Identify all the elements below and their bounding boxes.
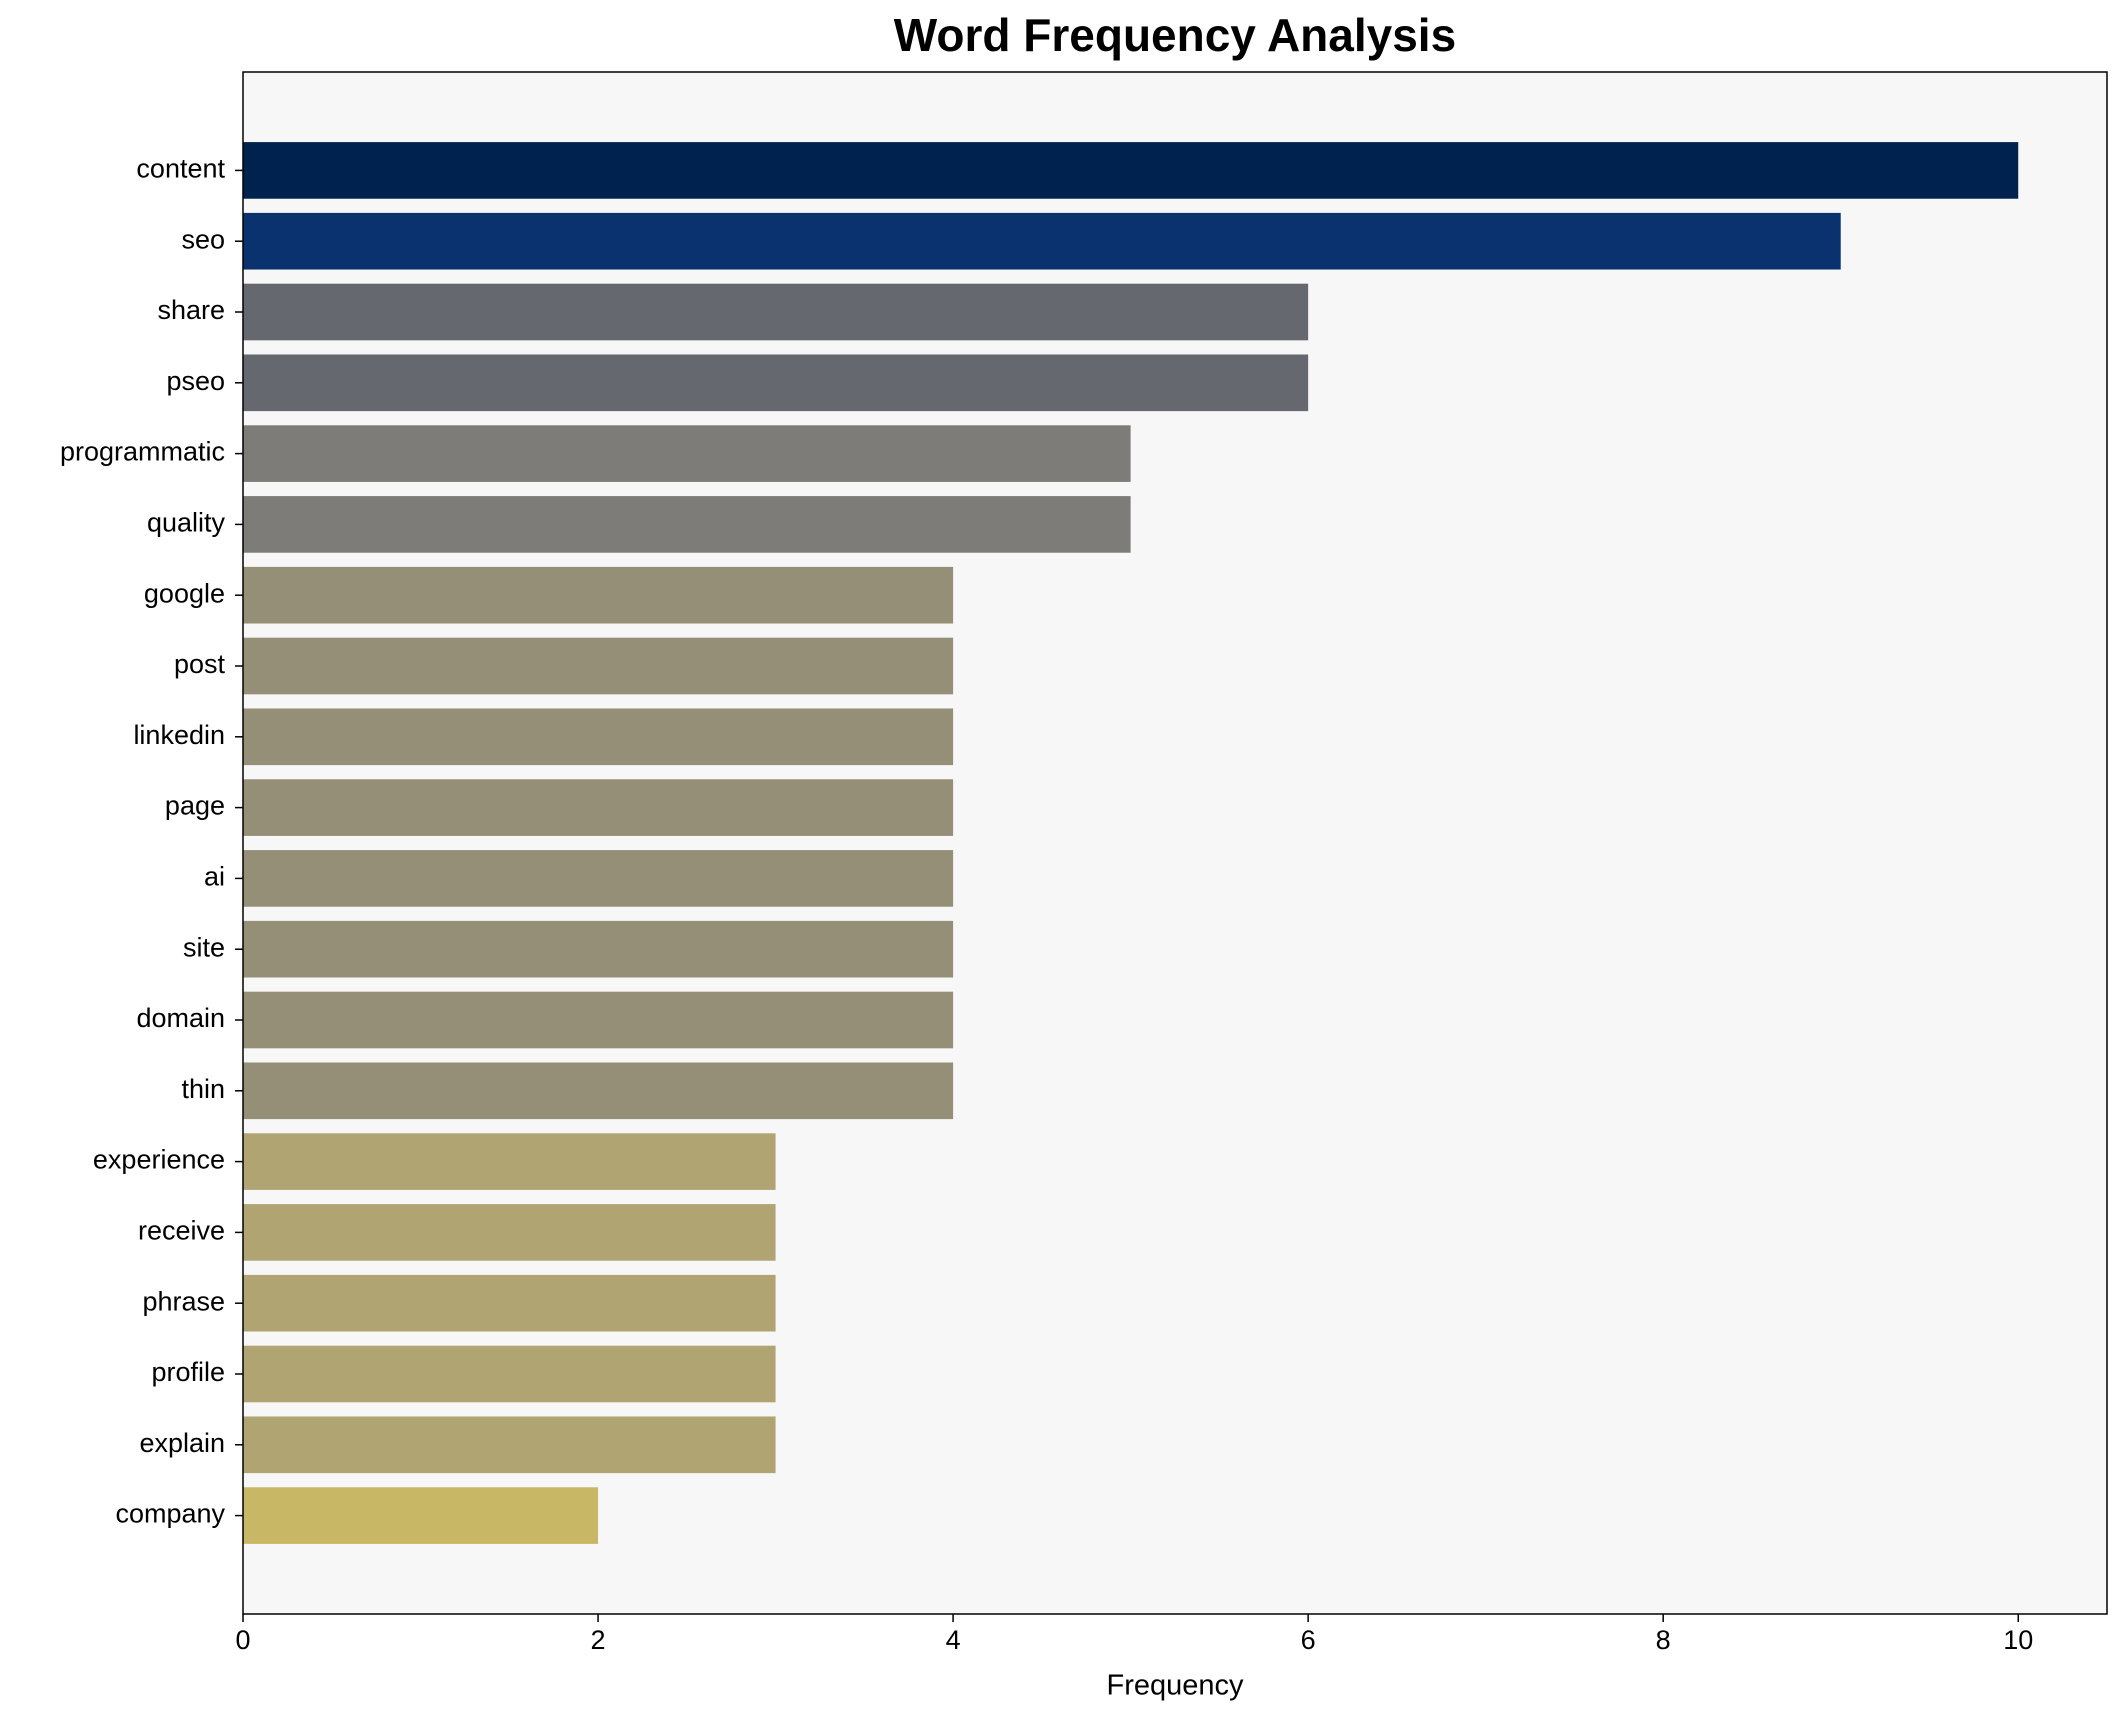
bar — [243, 850, 954, 907]
y-tick-label: phrase — [142, 1286, 225, 1316]
y-tick-label: profile — [151, 1357, 225, 1387]
y-tick-label: explain — [139, 1428, 225, 1458]
bar — [243, 708, 954, 766]
y-tick-label: experience — [93, 1145, 225, 1175]
bar — [243, 1062, 954, 1120]
bar — [243, 283, 1309, 341]
y-tick-label: share — [157, 295, 225, 325]
x-tick-label: 0 — [235, 1625, 250, 1655]
y-tick-label: page — [165, 791, 225, 821]
x-tick-label: 6 — [1301, 1625, 1316, 1655]
bar — [243, 212, 1841, 270]
y-tick-label: company — [115, 1499, 225, 1529]
y-tick-label: site — [183, 932, 225, 962]
bar — [243, 991, 954, 1049]
y-tick-label: thin — [181, 1074, 225, 1104]
bar — [243, 1487, 599, 1544]
bar — [243, 566, 954, 624]
x-tick-label: 10 — [2003, 1625, 2033, 1655]
x-tick-label: 2 — [591, 1625, 606, 1655]
y-tick-label: post — [174, 649, 226, 679]
bar — [243, 1204, 776, 1261]
y-tick-label: ai — [204, 862, 225, 892]
y-tick-label: seo — [181, 224, 225, 254]
bar — [243, 425, 1131, 482]
y-tick-label: pseo — [166, 366, 225, 396]
bar — [243, 496, 1131, 553]
bar — [243, 637, 954, 695]
bar — [243, 142, 2019, 199]
bar — [243, 1274, 776, 1332]
bar — [243, 1416, 776, 1474]
y-tick-label: programmatic — [60, 437, 225, 467]
chart-title: Word Frequency Analysis — [894, 9, 1456, 61]
bar — [243, 1133, 776, 1190]
y-tick-label: google — [144, 578, 225, 608]
y-tick-label: domain — [136, 1003, 225, 1033]
bar — [243, 779, 954, 836]
x-tick-label: 4 — [946, 1625, 961, 1655]
plot-frame — [242, 71, 2108, 1615]
y-tick-label: content — [136, 154, 225, 184]
bar — [243, 920, 954, 978]
y-tick-label: receive — [138, 1216, 225, 1246]
y-tick-label: quality — [147, 508, 226, 538]
bar — [243, 354, 1309, 412]
x-tick-label: 8 — [1656, 1625, 1671, 1655]
bar — [243, 1345, 776, 1403]
y-tick-label: linkedin — [133, 720, 225, 750]
x-axis-label: Frequency — [1106, 1670, 1244, 1702]
